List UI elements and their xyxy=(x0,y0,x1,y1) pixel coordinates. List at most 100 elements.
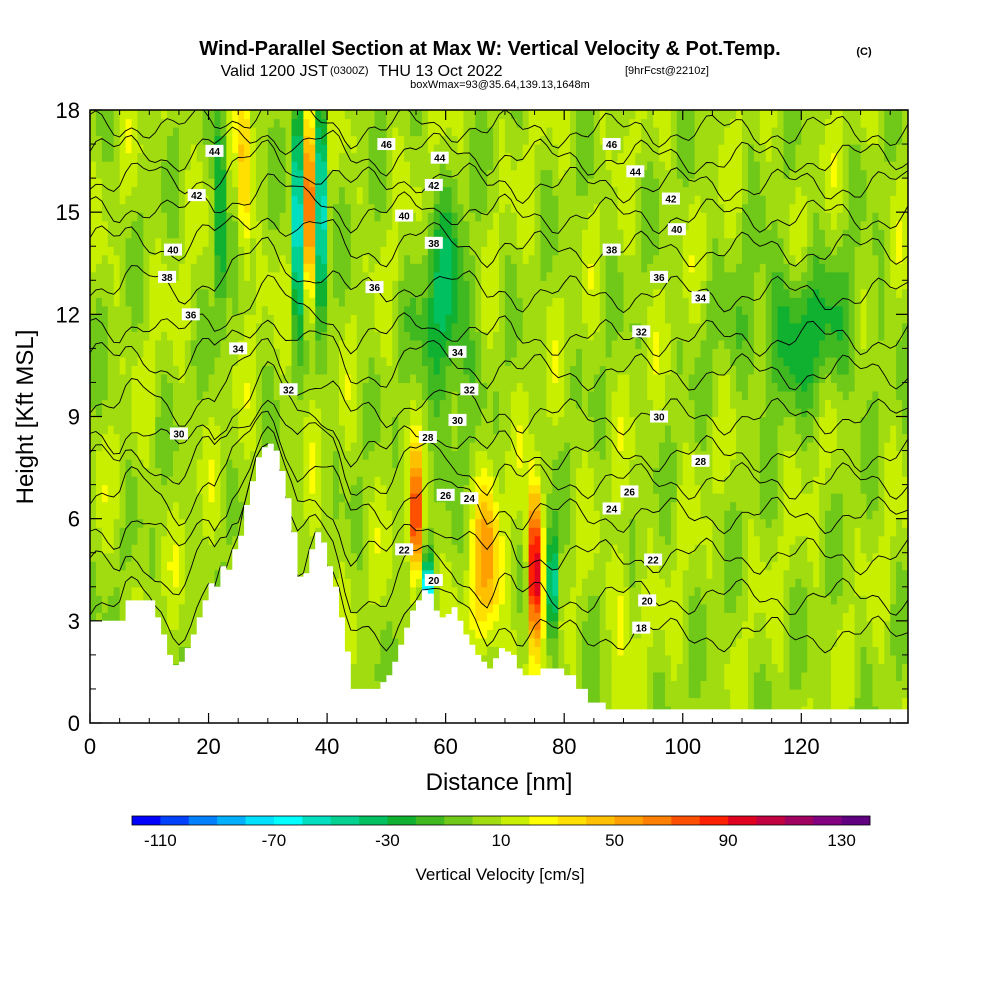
w-cell xyxy=(380,161,387,171)
w-cell xyxy=(161,493,168,503)
w-cell xyxy=(137,399,144,409)
w-cell xyxy=(410,569,417,579)
w-cell xyxy=(338,476,346,486)
w-cell xyxy=(113,331,121,341)
w-cell xyxy=(107,178,115,188)
w-cell xyxy=(279,271,287,281)
w-cell xyxy=(137,118,144,128)
w-cell xyxy=(350,433,358,443)
w-cell xyxy=(184,442,192,452)
w-cell xyxy=(309,135,316,145)
w-cell xyxy=(374,450,382,460)
w-cell xyxy=(101,254,109,264)
w-cell xyxy=(172,280,180,290)
w-cell xyxy=(184,322,192,332)
w-cell xyxy=(167,229,174,239)
w-cell xyxy=(255,135,263,145)
w-cell xyxy=(125,544,133,554)
w-cell xyxy=(155,152,162,162)
w-cell xyxy=(137,484,144,494)
w-cell xyxy=(421,399,429,409)
w-cell xyxy=(202,254,210,264)
w-cell xyxy=(327,152,334,162)
w-cell xyxy=(356,271,364,281)
w-cell xyxy=(344,586,352,596)
w-cell xyxy=(368,331,376,341)
w-cell xyxy=(475,280,482,290)
w-cell xyxy=(273,305,281,315)
w-cell xyxy=(410,161,417,171)
w-cell xyxy=(131,365,139,375)
w-cell xyxy=(451,373,459,384)
w-cell xyxy=(202,459,210,469)
w-cell xyxy=(101,382,109,392)
w-cell xyxy=(220,407,227,418)
w-cell xyxy=(374,161,382,171)
w-cell xyxy=(202,561,210,571)
w-cell xyxy=(487,425,494,435)
w-cell xyxy=(107,305,115,315)
w-cell xyxy=(433,280,441,290)
w-cell xyxy=(368,110,376,120)
w-cell xyxy=(338,527,346,537)
w-cell xyxy=(309,118,316,128)
w-cell xyxy=(410,152,417,162)
w-cell xyxy=(90,297,97,307)
w-cell xyxy=(487,578,494,588)
w-cell xyxy=(445,467,453,477)
w-cell xyxy=(178,297,186,307)
w-cell xyxy=(90,127,97,137)
w-cell xyxy=(250,356,257,367)
w-cell xyxy=(321,510,328,520)
w-cell xyxy=(445,178,453,188)
chart-title: Wind-Parallel Section at Max W: Vertical… xyxy=(199,38,780,60)
w-cell xyxy=(297,339,304,349)
w-cell xyxy=(374,595,382,605)
w-cell xyxy=(303,186,310,196)
w-cell xyxy=(481,646,488,656)
w-cell xyxy=(161,501,168,511)
w-cell xyxy=(433,220,441,230)
w-cell xyxy=(481,612,488,622)
w-cell xyxy=(463,339,470,349)
w-cell xyxy=(445,331,453,341)
w-cell xyxy=(327,450,334,460)
w-cell xyxy=(344,237,352,247)
w-cell xyxy=(362,544,370,554)
w-cell xyxy=(214,178,222,188)
w-cell xyxy=(463,246,470,256)
w-cell xyxy=(155,169,162,179)
w-cell xyxy=(481,527,488,537)
w-cell xyxy=(499,586,506,596)
w-cell xyxy=(161,595,168,605)
w-cell xyxy=(261,373,269,384)
w-cell xyxy=(255,186,263,196)
w-cell xyxy=(315,110,322,120)
w-cell xyxy=(273,169,281,179)
w-cell xyxy=(155,569,162,579)
w-cell xyxy=(487,144,494,154)
w-cell xyxy=(202,110,210,120)
w-cell xyxy=(101,212,109,222)
w-cell xyxy=(404,569,411,579)
w-cell xyxy=(214,212,222,222)
w-cell xyxy=(350,356,358,367)
w-cell xyxy=(338,518,346,528)
w-cell xyxy=(155,399,162,409)
w-cell xyxy=(380,373,387,384)
w-cell xyxy=(95,110,103,120)
w-cell xyxy=(416,552,423,562)
w-cell xyxy=(404,229,411,239)
w-cell xyxy=(374,510,382,520)
w-cell xyxy=(161,467,168,477)
w-cell xyxy=(155,382,162,392)
w-cell xyxy=(143,407,150,418)
w-cell xyxy=(137,220,144,230)
w-cell xyxy=(190,203,198,213)
w-cell xyxy=(107,118,115,128)
w-cell xyxy=(167,339,174,349)
w-cell xyxy=(244,110,251,120)
w-cell xyxy=(457,390,465,401)
w-cell xyxy=(125,161,133,171)
w-cell xyxy=(273,203,281,213)
